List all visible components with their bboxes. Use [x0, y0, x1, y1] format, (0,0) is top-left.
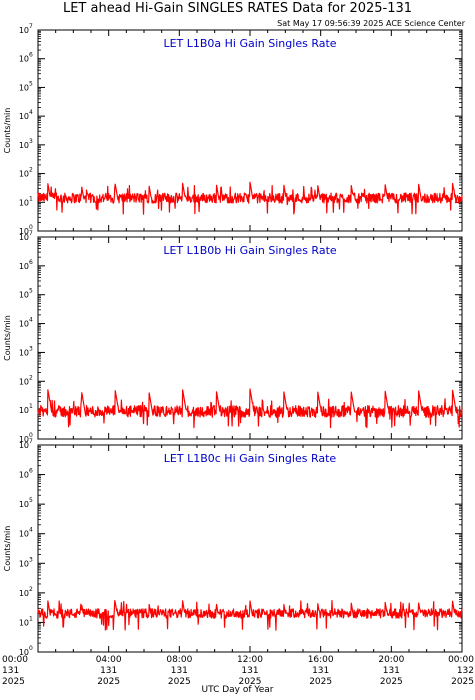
y-tick-exponent: 7: [29, 230, 33, 237]
panel-title: LET L1B0b Hi Gain Singles Rate: [163, 244, 337, 257]
y-tick-label: 10: [19, 55, 29, 64]
x-tick-doy: 131: [100, 666, 117, 676]
y-tick-label: 10: [19, 320, 29, 329]
y-axis-label: Counts/min: [3, 526, 12, 572]
y-tick-exponent: 4: [29, 317, 33, 324]
x-tick-year: 2025: [380, 677, 403, 687]
y-tick-exponent: 5: [29, 497, 33, 504]
y-tick-exponent: 4: [29, 109, 33, 116]
y-tick-label: 10: [19, 648, 29, 657]
y-tick-label: 10: [19, 141, 29, 150]
x-axis-label: UTC Day of Year: [201, 685, 274, 695]
y-tick-exponent: 6: [29, 468, 33, 475]
y-tick-exponent: 2: [29, 167, 33, 174]
data-series-line: [37, 388, 463, 429]
y-tick-exponent: 7: [29, 438, 33, 445]
y-tick-label: 10: [19, 26, 29, 35]
x-tick-doy: 131: [383, 666, 400, 676]
y-tick-exponent: 1: [29, 615, 33, 622]
y-tick-exponent: 7: [29, 23, 33, 30]
x-tick-year: 2025: [97, 677, 120, 687]
y-tick-label: 10: [19, 83, 29, 92]
x-tick-doy: 131: [241, 666, 258, 676]
x-tick-time: 16:00: [308, 655, 334, 665]
x-tick-time: 00:00: [448, 655, 474, 665]
y-tick-exponent: 0: [29, 432, 33, 439]
y-tick-label: 10: [19, 377, 29, 386]
y-tick-label: 10: [19, 198, 29, 207]
y-tick-label: 10: [19, 500, 29, 509]
y-tick-label: 10: [19, 112, 29, 121]
x-tick-time: 12:00: [237, 655, 263, 665]
y-tick-label: 10: [19, 441, 29, 450]
y-tick-label: 10: [19, 291, 29, 300]
y-tick-exponent: 3: [29, 556, 33, 563]
y-tick-exponent: 3: [29, 345, 33, 352]
x-tick-time: 08:00: [166, 655, 192, 665]
x-tick-year: 2025: [2, 677, 25, 687]
y-tick-exponent: 2: [29, 374, 33, 381]
y-tick-label: 10: [19, 233, 29, 242]
x-tick-time: 04:00: [96, 655, 122, 665]
x-tick-year: 2025: [168, 677, 191, 687]
y-tick-exponent: 4: [29, 527, 33, 534]
y-tick-exponent: 1: [29, 195, 33, 202]
data-series-line: [37, 599, 463, 631]
y-tick-label: 10: [19, 530, 29, 539]
y-tick-exponent: 6: [29, 52, 33, 59]
y-tick-exponent: 0: [29, 645, 33, 652]
y-tick-exponent: 3: [29, 138, 33, 145]
x-tick-time: 20:00: [378, 655, 404, 665]
y-tick-label: 10: [19, 589, 29, 598]
x-tick-year: 2025: [239, 677, 262, 687]
y-tick-label: 10: [19, 406, 29, 415]
y-tick-label: 10: [19, 435, 29, 444]
y-tick-label: 10: [19, 559, 29, 568]
x-tick-year: 2025: [451, 677, 474, 687]
y-axis-label: Counts/min: [3, 315, 12, 361]
panel-title: LET L1B0c Hi Gain Singles Rate: [164, 452, 337, 465]
y-tick-exponent: 5: [29, 288, 33, 295]
y-tick-exponent: 5: [29, 80, 33, 87]
x-tick-doy: 132: [457, 666, 474, 676]
y-tick-label: 10: [19, 227, 29, 236]
x-tick-doy: 131: [2, 666, 19, 676]
y-tick-label: 10: [19, 348, 29, 357]
y-tick-exponent: 6: [29, 259, 33, 266]
y-tick-exponent: 2: [29, 586, 33, 593]
y-tick-label: 10: [19, 471, 29, 480]
y-tick-label: 10: [19, 262, 29, 271]
panel-title: LET L1B0a Hi Gain Singles Rate: [163, 37, 336, 50]
generated-timestamp: Sat May 17 09:56:39 2025 ACE Science Cen…: [277, 19, 465, 28]
x-tick-year: 2025: [309, 677, 332, 687]
y-tick-label: 10: [19, 618, 29, 627]
data-series-line: [37, 181, 463, 215]
x-tick-doy: 131: [312, 666, 329, 676]
y-axis-label: Counts/min: [3, 108, 12, 154]
x-tick-doy: 131: [171, 666, 188, 676]
y-tick-label: 10: [19, 170, 29, 179]
page-title: LET ahead Hi-Gain SINGLES RATES Data for…: [62, 1, 413, 16]
y-tick-exponent: 1: [29, 403, 33, 410]
x-tick-time: 00:00: [2, 655, 28, 665]
y-tick-exponent: 0: [29, 224, 33, 231]
